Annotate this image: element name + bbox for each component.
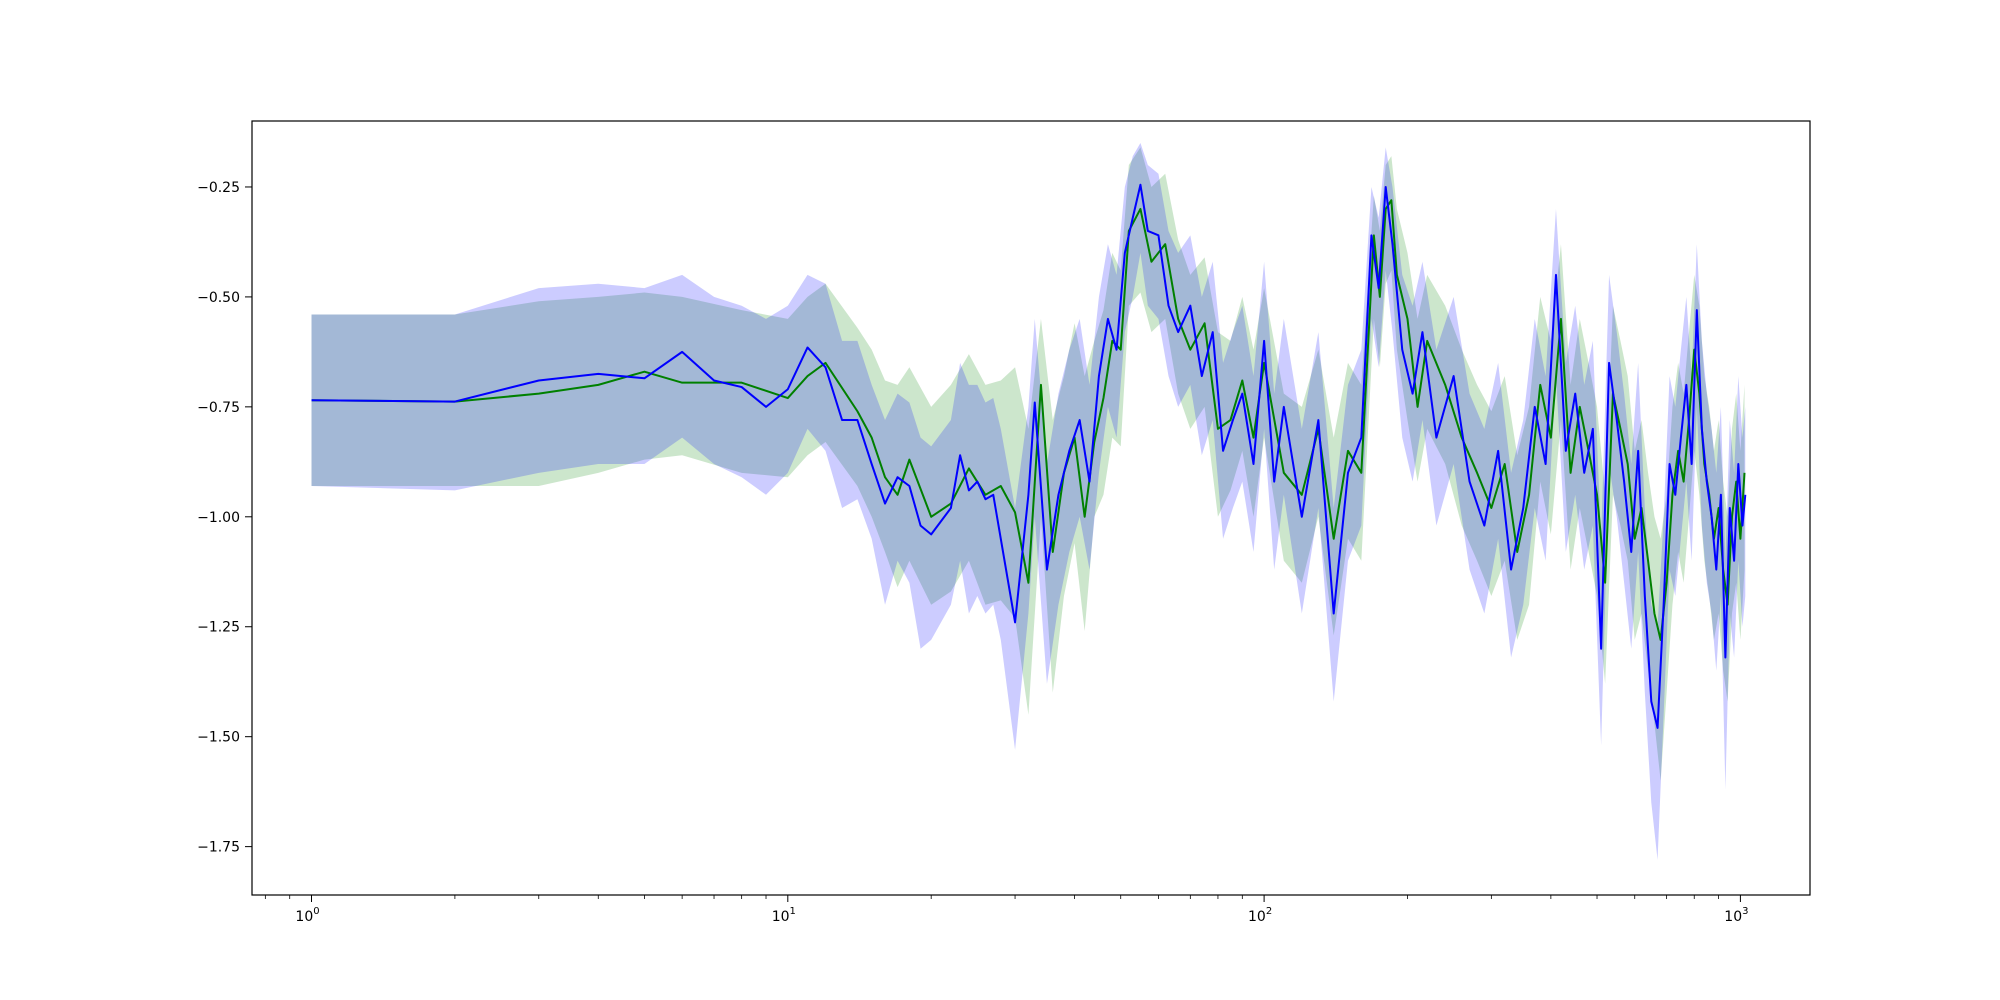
y-tick-label: −1.00: [197, 510, 240, 526]
plot-frame: [251, 120, 1811, 896]
y-tick-label: −1.25: [197, 620, 240, 636]
y-tick-label: −1.50: [197, 730, 240, 746]
x-tick-label: 102: [1248, 906, 1272, 925]
y-tick-label: −0.50: [197, 290, 240, 306]
series-0-band: [311, 147, 1745, 781]
plot-area: [311, 142, 1747, 860]
y-axis: −0.25 −0.50 −0.75 −1.00 −1.25 −1.50 −1.75: [197, 180, 252, 856]
series-lines: [311, 183, 1747, 729]
y-tick-label: −0.75: [197, 400, 240, 416]
x-axis: 100 101 102 103: [264, 895, 1749, 925]
x-tick-label: 100: [295, 906, 319, 925]
y-tick-label: −1.75: [197, 840, 240, 856]
x-tick-label: 101: [772, 906, 796, 925]
series-1-line: [311, 183, 1747, 729]
y-tick-label: −0.25: [197, 180, 240, 196]
x-tick-label: 103: [1724, 906, 1748, 925]
